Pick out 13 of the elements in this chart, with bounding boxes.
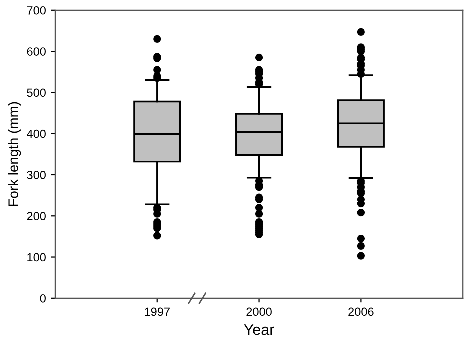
y-tick-label: 100 <box>28 253 46 262</box>
y-tick-label: 200 <box>27 212 46 221</box>
y-tick-label: 400 <box>27 130 46 138</box>
y-tick-label: 500 <box>27 88 46 98</box>
y-axis-title: Fork length (mm) <box>8 102 22 206</box>
y-tick-label: 0 <box>40 294 46 303</box>
x-tick-label: 2000 <box>246 308 272 316</box>
y-tick-label: 300 <box>27 171 46 180</box>
x-tick-label: 2006 <box>348 308 374 316</box>
y-tick-label: 700 <box>27 6 46 15</box>
x-tick-label: 1997 <box>145 308 170 316</box>
x-axis-title: Year <box>244 324 274 336</box>
y-tick-label: 600 <box>27 48 46 56</box>
